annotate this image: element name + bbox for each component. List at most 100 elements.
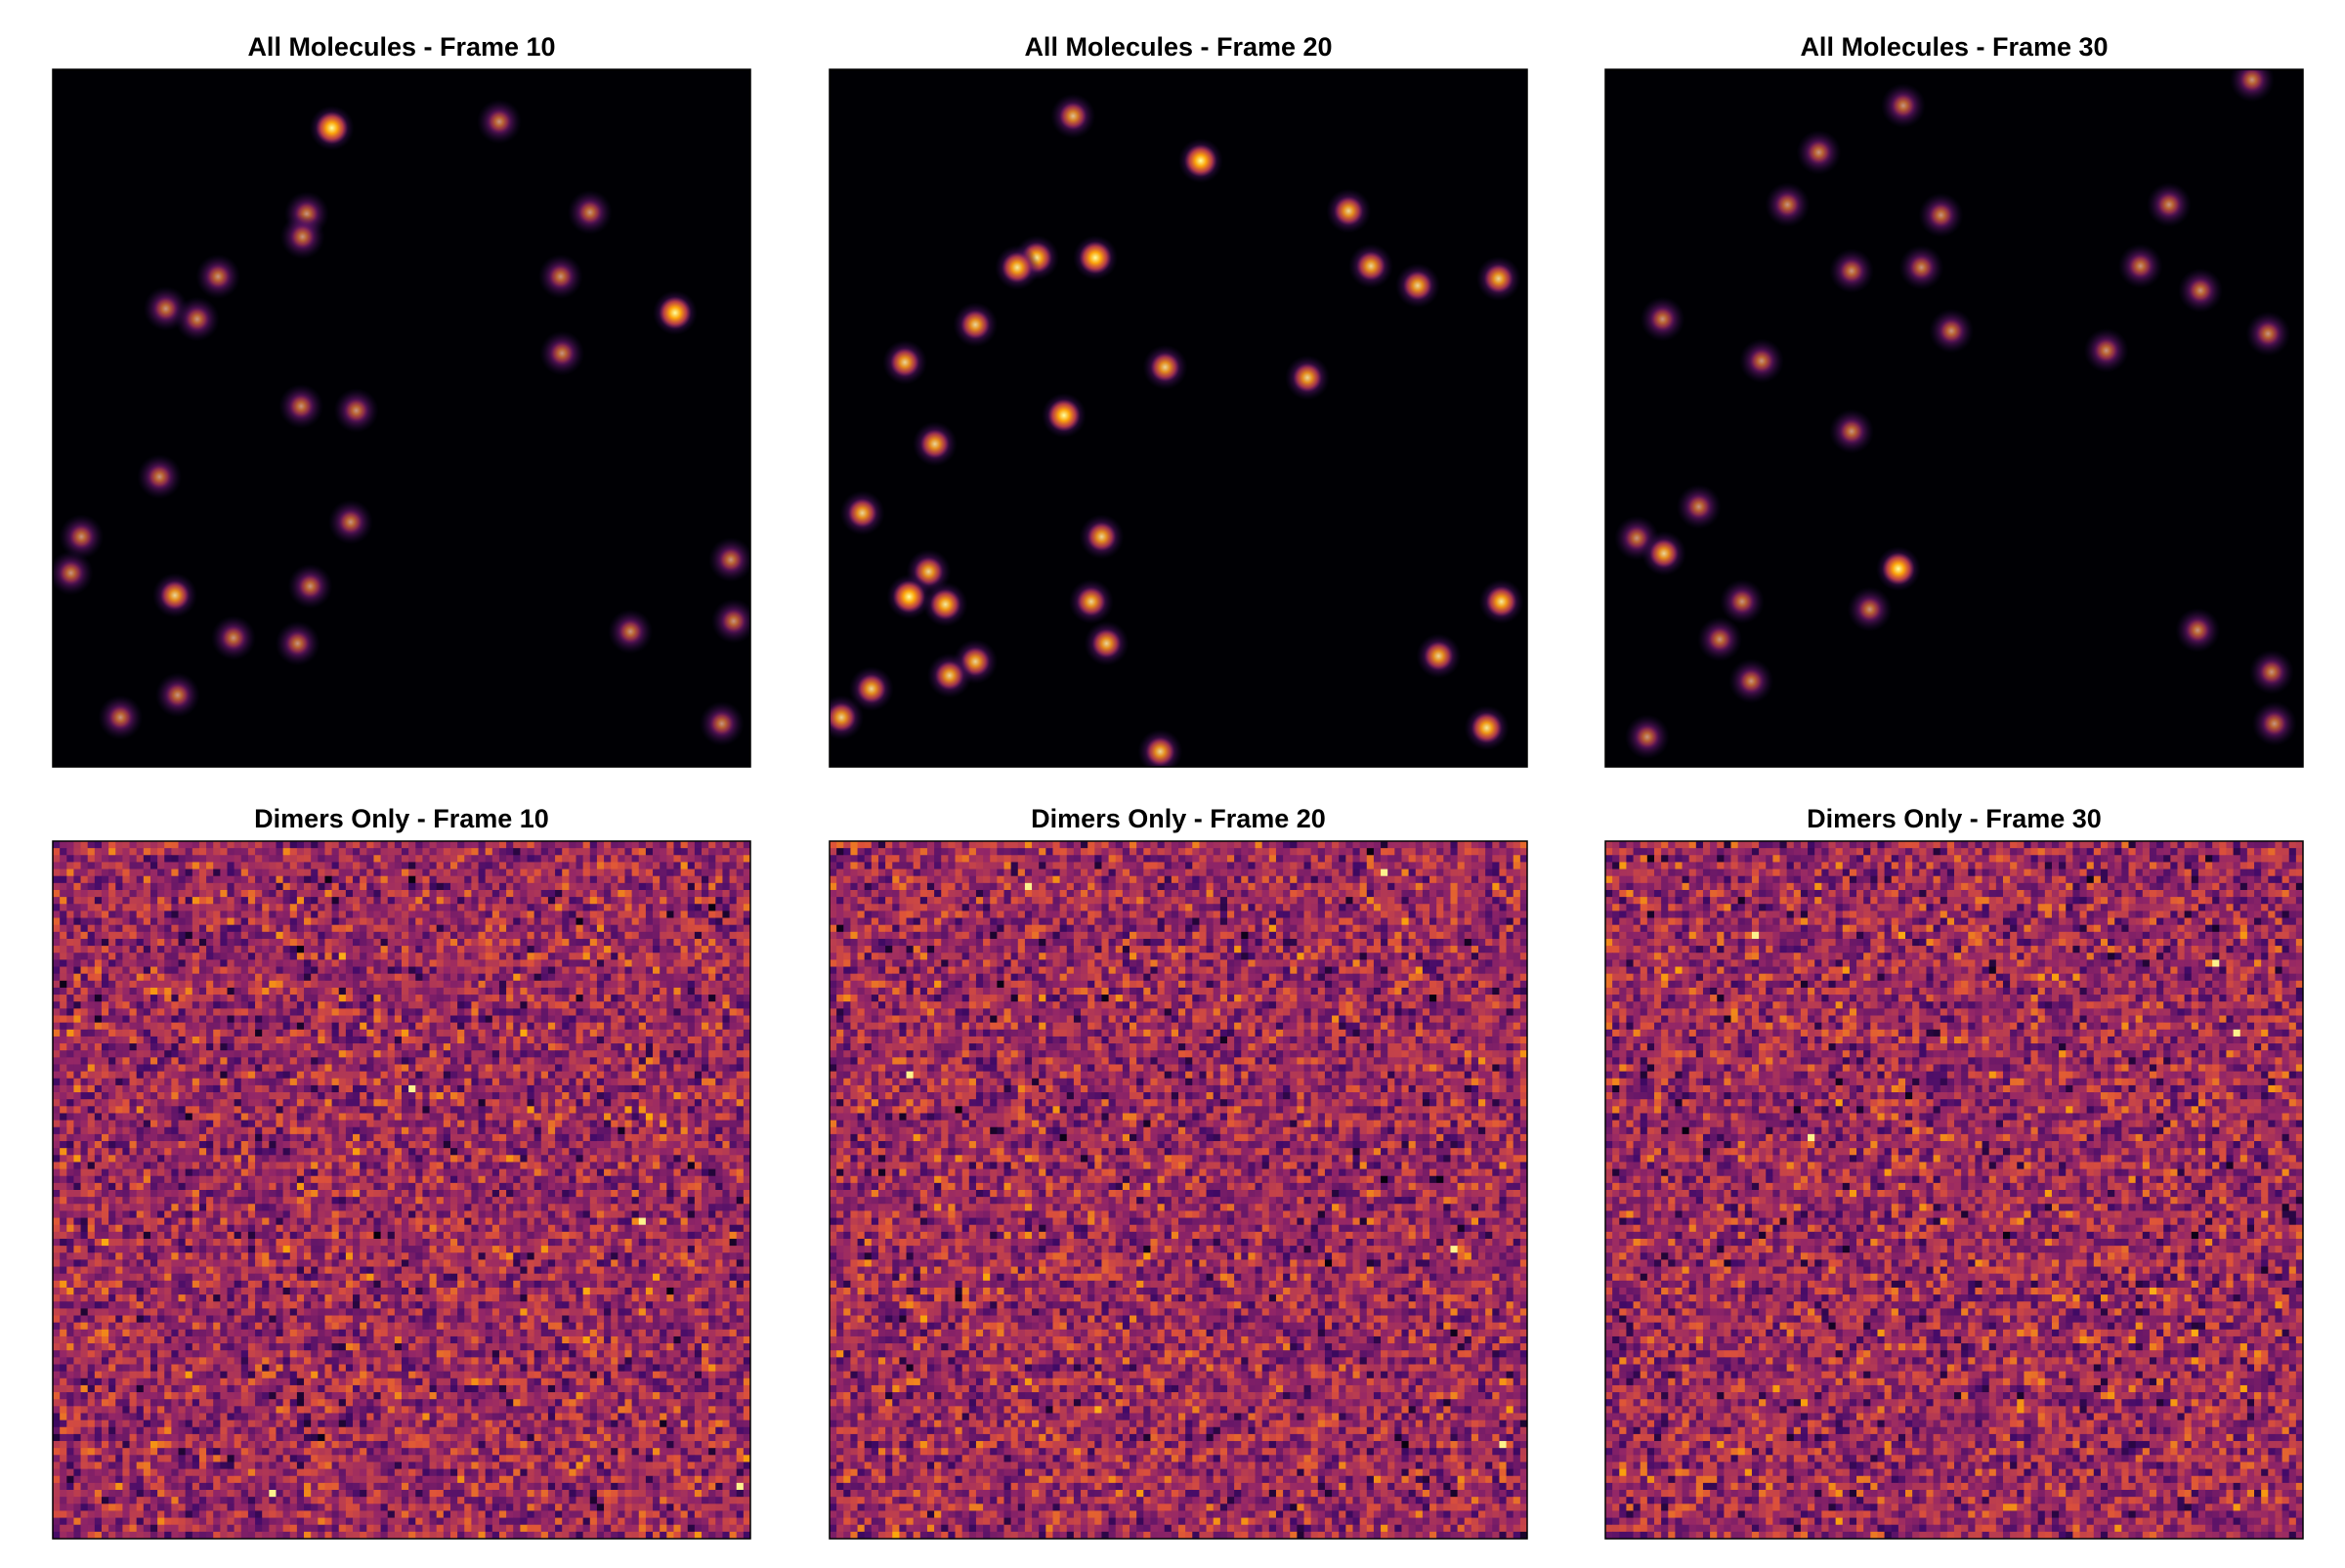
noise-cell (583, 1106, 591, 1114)
noise-cell (528, 855, 535, 863)
noise-cell (81, 918, 89, 926)
noise-cell (213, 1037, 221, 1044)
noise-cell (604, 925, 612, 933)
noise-cell (395, 1134, 403, 1142)
noise-cell (179, 911, 187, 918)
noise-cell (471, 939, 479, 947)
spot-core (2129, 255, 2153, 278)
noise-cell (639, 918, 647, 926)
noise-cell (590, 869, 598, 877)
noise-cell (353, 1079, 361, 1086)
noise-cell (513, 1037, 521, 1044)
noise-cell (73, 1016, 81, 1024)
noise-cell (332, 981, 340, 989)
noise-cell (590, 911, 598, 918)
noise-cell (408, 1162, 416, 1169)
noise-cell (366, 1141, 374, 1149)
noise-cell (576, 1134, 584, 1142)
spot-core (1184, 145, 1216, 177)
noise-cell (60, 1121, 67, 1128)
noise-cell (255, 939, 263, 947)
noise-cell (492, 1099, 500, 1107)
noise-cell (548, 988, 556, 996)
noise-cell (583, 939, 591, 947)
noise-cell (506, 897, 514, 905)
noise-cell (430, 1016, 438, 1024)
spot-core (222, 626, 245, 650)
noise-cell (115, 890, 123, 898)
noise-cell (695, 1037, 703, 1044)
noise-cell (597, 988, 605, 996)
noise-cell (150, 876, 158, 884)
noise-cell (486, 1037, 493, 1044)
noise-cell (73, 1141, 81, 1149)
noise-cell (241, 959, 249, 967)
noise-cell (492, 1085, 500, 1093)
noise-cell (632, 1030, 640, 1038)
noise-cell (534, 911, 542, 918)
noise-cell (528, 981, 535, 989)
noise-cell (513, 1121, 521, 1128)
noise-cell (66, 932, 74, 940)
noise-cell (353, 967, 361, 975)
noise-cell (73, 1169, 81, 1177)
noise-cell (115, 959, 123, 967)
noise-cell (60, 953, 67, 960)
noise-cell (241, 1030, 249, 1038)
noise-cell (186, 911, 193, 918)
noise-cell (702, 953, 709, 960)
noise-cell (499, 1001, 507, 1009)
noise-cell (248, 1023, 256, 1031)
noise-cell (366, 1050, 374, 1058)
noise-cell (228, 1037, 235, 1044)
noise-cell (388, 946, 396, 954)
noise-cell (646, 848, 654, 856)
noise-cell (318, 1106, 325, 1114)
spot-core (1002, 252, 1033, 282)
noise-cell (624, 862, 632, 869)
noise-cell (324, 959, 332, 967)
noise-cell (150, 918, 158, 926)
noise-cell (150, 1008, 158, 1016)
noise-cell (388, 1043, 396, 1051)
noise-cell (730, 1050, 738, 1058)
spot (1829, 409, 1874, 454)
noise-cell (171, 1037, 179, 1044)
noise-cell (408, 1113, 416, 1121)
noise-cell (297, 1037, 305, 1044)
noise-cell (171, 974, 179, 982)
noise-cell (737, 981, 745, 989)
noise-cell (528, 946, 535, 954)
noise-cell (192, 988, 200, 996)
spot-core (710, 712, 734, 736)
noise-cell (241, 904, 249, 911)
noise-cell (171, 946, 179, 954)
spot-core (1651, 308, 1675, 331)
noise-cell (486, 1050, 493, 1058)
noise-cell (60, 1134, 67, 1142)
noise-cell (360, 883, 367, 891)
noise-cell (53, 1064, 61, 1072)
noise-cell (415, 925, 423, 933)
noise-cell (171, 1169, 179, 1177)
noise-cell (555, 1085, 563, 1093)
noise-cell (737, 946, 745, 954)
noise-cell (653, 1072, 661, 1080)
noise-cell (415, 918, 423, 926)
spot-core (920, 430, 949, 458)
noise-cell (499, 883, 507, 891)
noise-cell (81, 967, 89, 975)
noise-cell (702, 1072, 709, 1080)
noise-cell (388, 988, 396, 996)
noise-cell (457, 946, 465, 954)
noise-cell (388, 1099, 396, 1107)
noise-cell (241, 1162, 249, 1169)
noise-cell (464, 925, 472, 933)
noise-cell (311, 1092, 319, 1100)
noise-cell (695, 1148, 703, 1156)
noise-cell (450, 959, 458, 967)
noise-cell (486, 1043, 493, 1051)
noise-cell (150, 848, 158, 856)
noise-cell (108, 883, 116, 891)
noise-cell (95, 848, 103, 856)
